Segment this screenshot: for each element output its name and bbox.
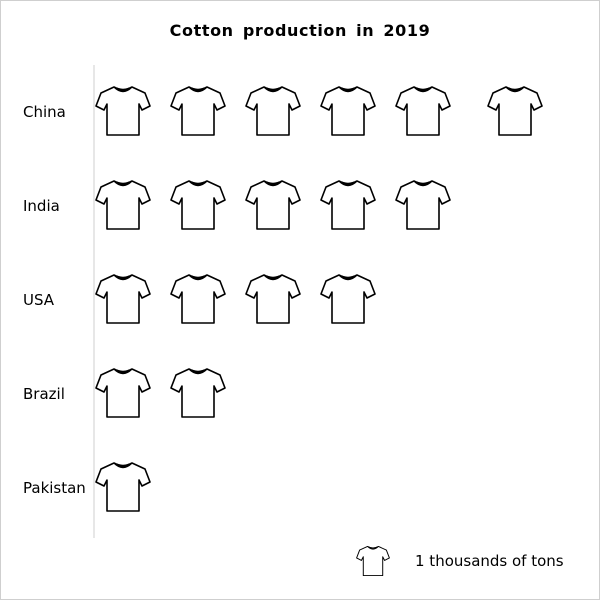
category-label: USA (23, 291, 55, 309)
t-shirt-icon (170, 86, 226, 136)
category-label: China (23, 103, 66, 121)
row-usa: USA (23, 274, 376, 324)
t-shirt-icon (320, 180, 376, 230)
legend-t-shirt-icon (356, 545, 390, 577)
t-shirt-icon (95, 368, 151, 418)
chart-title: Cotton production in 2019 (169, 21, 431, 40)
t-shirt-icon (395, 86, 451, 136)
row-brazil: Brazil (23, 368, 226, 418)
category-label: India (23, 197, 60, 215)
t-shirt-icon (395, 180, 451, 230)
t-shirt-icon (320, 274, 376, 324)
legend-label: 1 thousands of tons (415, 552, 564, 570)
t-shirt-icon (245, 274, 301, 324)
t-shirt-icon (170, 180, 226, 230)
category-label: Brazil (23, 385, 65, 403)
category-label: Pakistan (23, 479, 86, 497)
row-pakistan: Pakistan (23, 462, 151, 512)
t-shirt-icon (170, 368, 226, 418)
legend: 1 thousands of tons (356, 545, 564, 577)
t-shirt-icon (95, 180, 151, 230)
t-shirt-icon (320, 86, 376, 136)
t-shirt-icon (95, 86, 151, 136)
t-shirt-icon (245, 86, 301, 136)
t-shirt-icon (95, 274, 151, 324)
pictograph-rows: China India USA Brazil Pakistan (23, 86, 543, 512)
t-shirt-icon (487, 86, 543, 136)
t-shirt-icon (95, 462, 151, 512)
t-shirt-icon (170, 274, 226, 324)
t-shirt-icon (245, 180, 301, 230)
row-india: India (23, 180, 451, 230)
row-china: China (23, 86, 543, 136)
